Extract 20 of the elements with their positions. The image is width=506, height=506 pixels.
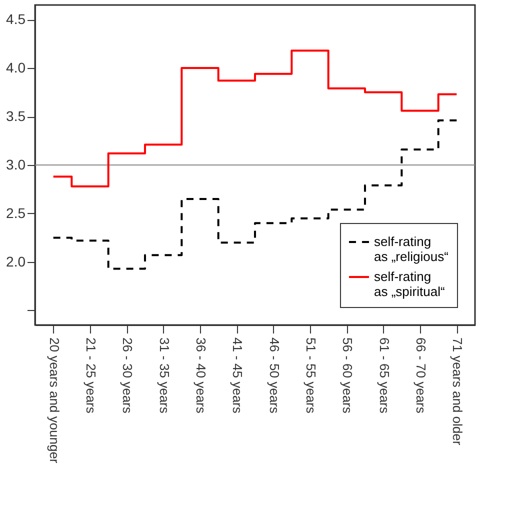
y-tick-label: 4.0 [6, 60, 26, 76]
y-tick-label: 2.5 [6, 204, 26, 221]
x-tick-label: 36 - 40 years [194, 338, 208, 414]
x-tick-label: 20 years and younger [46, 338, 62, 464]
x-tick-label: 66 - 70 years [414, 338, 428, 414]
x-tick-label: 46 - 50 years [266, 338, 282, 414]
y-tick-label: 2.0 [6, 253, 26, 270]
x-tick-label: 26 - 30 years [120, 338, 136, 414]
y-tick-label: 3.0 [6, 156, 26, 172]
x-tick-label: 61 - 65 years [376, 338, 392, 414]
x-tick-label: 51 - 55 years [304, 338, 318, 414]
x-tick-label: 41 - 45 years [230, 338, 246, 414]
y-tick-label: 4.5 [6, 11, 26, 28]
x-tick-label: 21 - 25 years [84, 338, 98, 414]
x-tick-label: 71 years and older [450, 338, 466, 446]
legend-label: self-rating as „spiritual“ [374, 269, 445, 299]
x-tick-label: 31 - 35 years [156, 338, 172, 414]
y-tick-label: 3.5 [6, 108, 26, 124]
x-tick-label: 56 - 60 years [340, 338, 356, 414]
legend-label: self-rating as „religious“ [374, 234, 448, 264]
